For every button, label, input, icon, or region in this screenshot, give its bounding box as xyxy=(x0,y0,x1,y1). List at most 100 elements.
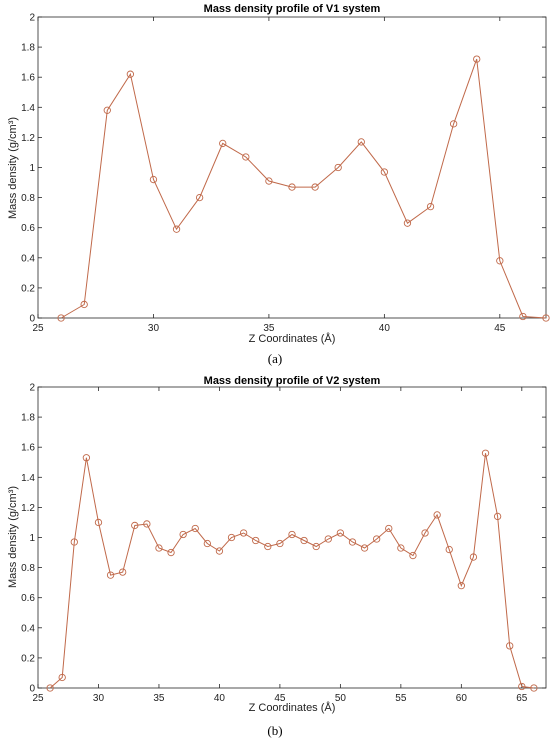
x-tick-label: 40 xyxy=(214,693,226,704)
y-tick-label: 1.4 xyxy=(21,103,35,114)
chart-title: Mass density profile of V2 system xyxy=(204,375,381,387)
data-point xyxy=(143,520,151,528)
data-point xyxy=(155,544,163,552)
data-point xyxy=(191,524,199,533)
panel-caption: (b) xyxy=(267,723,282,738)
data-point xyxy=(265,177,273,185)
y-tick-label: 0 xyxy=(29,314,35,325)
x-tick-label: 35 xyxy=(263,323,275,334)
x-tick-label: 65 xyxy=(516,693,528,704)
y-tick-label: 1.6 xyxy=(21,73,35,84)
data-point xyxy=(103,106,111,114)
y-tick-label: 1 xyxy=(29,533,35,544)
y-tick-label: 1.8 xyxy=(21,43,35,54)
data-point xyxy=(288,530,296,539)
data-point xyxy=(57,314,65,322)
data-point xyxy=(373,535,381,543)
data-point xyxy=(264,542,272,551)
data-point xyxy=(106,571,115,579)
data-point xyxy=(409,551,417,560)
data-point xyxy=(149,175,158,184)
y-tick-label: 1.6 xyxy=(21,443,35,454)
y-tick-label: 0.8 xyxy=(21,563,35,574)
data-point xyxy=(239,529,248,537)
y-tick-label: 1 xyxy=(29,163,35,174)
x-axis-label: Z Coordinates (Å) xyxy=(249,701,336,714)
data-point xyxy=(119,568,127,576)
data-point xyxy=(542,314,550,322)
data-point xyxy=(311,183,319,191)
data-point xyxy=(172,225,181,233)
chart-panel-b: Mass density profile of V2 system 0 0.2 0.… xyxy=(7,375,547,738)
y-tick-label: 0.6 xyxy=(21,593,35,604)
x-axis-ticks: 25 30 35 40 45 50 55 60 65 xyxy=(32,387,528,704)
data-point xyxy=(397,544,405,552)
x-tick-label: 25 xyxy=(32,323,44,334)
chart-panel-a: Mass density profile of V1 system 0 0.2 0.… xyxy=(7,3,550,366)
data-point xyxy=(80,300,88,309)
plot-area xyxy=(37,16,547,319)
data-point xyxy=(219,139,227,148)
y-axis-label: Mass density (g/cm³) xyxy=(7,486,19,588)
data-point xyxy=(481,449,490,457)
data-point xyxy=(58,673,66,682)
y-tick-label: 0.4 xyxy=(21,623,35,634)
x-tick-label: 45 xyxy=(494,323,506,334)
x-tick-label: 60 xyxy=(456,693,468,704)
y-tick-label: 2 xyxy=(29,13,35,24)
x-tick-label: 35 xyxy=(153,693,165,704)
data-point xyxy=(360,544,369,552)
data-point xyxy=(227,533,236,542)
chart-title: Mass density profile of V1 system xyxy=(204,3,381,15)
data-point xyxy=(288,183,296,191)
y-tick-label: 0.4 xyxy=(21,253,35,264)
data-point xyxy=(195,193,204,202)
data-point xyxy=(348,538,357,546)
series-line-path xyxy=(60,58,547,319)
data-point xyxy=(403,219,412,227)
data-point xyxy=(126,70,135,78)
data-point xyxy=(131,521,139,530)
panel-caption: (a) xyxy=(268,351,282,366)
data-point xyxy=(426,202,435,211)
x-tick-label: 50 xyxy=(335,693,347,704)
data-point xyxy=(334,163,342,172)
x-tick-label: 40 xyxy=(379,323,391,334)
data-point xyxy=(530,684,538,692)
data-point xyxy=(380,168,389,176)
x-tick-label: 30 xyxy=(93,693,105,704)
data-point xyxy=(70,538,78,546)
y-tick-label: 1.8 xyxy=(21,413,35,424)
data-point xyxy=(82,454,91,462)
data-point xyxy=(469,553,478,561)
data-point xyxy=(276,539,284,548)
x-tick-label: 45 xyxy=(274,693,286,704)
data-point xyxy=(252,536,260,545)
y-tick-label: 0.2 xyxy=(21,653,35,664)
data-point xyxy=(519,312,527,321)
y-tick-label: 0 xyxy=(29,684,35,695)
data-point xyxy=(357,138,365,146)
y-axis-label: Mass density (g/cm³) xyxy=(7,117,19,219)
data-point xyxy=(179,530,187,539)
data-point xyxy=(215,547,224,555)
data-point xyxy=(167,548,175,557)
y-tick-label: 2 xyxy=(29,383,35,394)
series-line xyxy=(46,449,538,692)
data-point xyxy=(242,153,250,161)
data-point xyxy=(312,542,320,551)
data-point xyxy=(496,257,504,265)
y-tick-label: 1.4 xyxy=(21,473,35,484)
data-point xyxy=(506,642,514,650)
data-point xyxy=(473,55,481,63)
data-point xyxy=(445,545,453,554)
x-tick-label: 55 xyxy=(395,693,407,704)
data-point xyxy=(493,512,502,521)
data-point xyxy=(94,518,103,527)
series-line-path xyxy=(49,453,534,689)
x-axis-label: Z Coordinates (Å) xyxy=(249,332,336,345)
x-tick-label: 30 xyxy=(148,323,160,334)
data-point xyxy=(324,535,332,543)
data-point xyxy=(421,529,429,537)
